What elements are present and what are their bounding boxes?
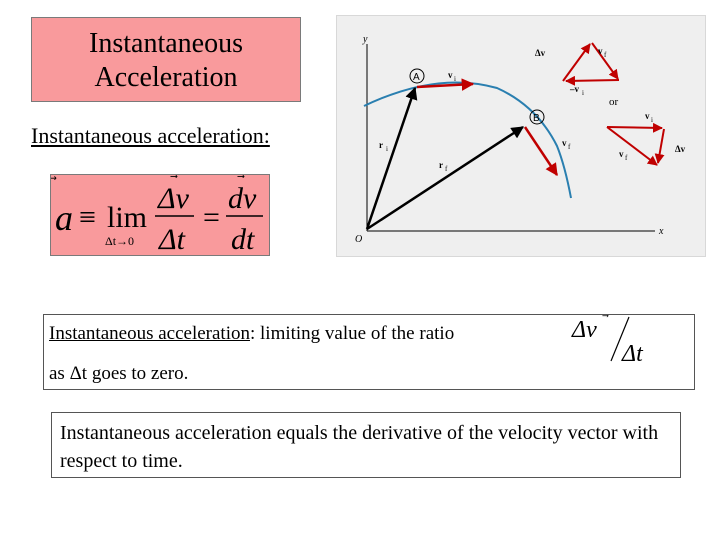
definition-term: Instantaneous acceleration <box>49 323 250 344</box>
tri1-neg-vi-label: –v <box>569 84 580 94</box>
tri1-vf-vector <box>591 42 619 80</box>
trajectory-curve <box>363 81 572 199</box>
vector-marker-d: ⃗ <box>237 175 245 179</box>
vector-marker-a: ⃗ <box>51 176 57 180</box>
tri2-dv-vector <box>654 128 665 164</box>
formula-equals: = <box>203 201 220 234</box>
rf-label: r <box>439 160 443 170</box>
definition-line-1: Instantaneous acceleration: limiting val… <box>49 323 454 345</box>
tri1-neg-vi-vector <box>565 75 620 86</box>
tri1-vf-label: v <box>598 46 603 56</box>
ri-vector <box>365 86 418 230</box>
diagram-svg: y x O r i r f v i v f A B Δv v f –v i or… <box>355 34 686 245</box>
ratio-svg: ⃗ Δv Δt <box>571 315 644 367</box>
or-label: or <box>609 96 619 108</box>
vector-marker-dv: ⃗ <box>170 175 178 179</box>
x-axis-label: x <box>658 226 664 237</box>
statement-text: Instantaneous acceleration equals the de… <box>60 422 659 472</box>
frac2-denominator: dt <box>231 223 255 256</box>
definition-rest: : limiting value of the ratio <box>249 323 455 344</box>
point-a-marker <box>409 68 425 84</box>
vi-label: v <box>448 70 453 80</box>
frac2-numerator: dv <box>228 182 257 215</box>
title-box: Instantaneous Acceleration <box>31 17 301 102</box>
origin-label: O <box>355 234 362 245</box>
ratio-slash <box>610 316 630 362</box>
point-b-label: B <box>533 113 540 124</box>
tri1-dv-label: Δv <box>535 48 546 58</box>
vi-vector <box>416 78 475 91</box>
tri2-dv-label: Δv <box>675 144 686 154</box>
tri2-vi-sub: i <box>651 116 653 124</box>
rf-sub: f <box>445 165 448 173</box>
title-line-1: Instantaneous <box>89 28 243 59</box>
tri1-vf-sub: f <box>604 51 607 59</box>
vf-vector <box>523 126 559 177</box>
acceleration-formula: ⃗ a ≡ lim Δt→0 ⃗ Δv Δt = ⃗ dv dt <box>50 174 270 256</box>
rf-vector <box>366 125 525 231</box>
ratio-denominator: Δt <box>621 341 644 367</box>
point-a-label: A <box>413 72 420 83</box>
ratio-vector-marker: ⃗ <box>602 315 609 318</box>
vf-label: v <box>562 138 567 148</box>
tri2-vi-label: v <box>645 111 650 121</box>
formula-lim: lim <box>107 201 147 234</box>
formula-limit-sub: Δt→0 <box>105 234 134 248</box>
formula-lhs: a <box>55 198 73 238</box>
title-line-2: Acceleration <box>94 62 238 93</box>
tri1-neg-vi-sub: i <box>582 89 584 97</box>
y-axis-label: y <box>362 34 368 45</box>
velocity-diagram: y x O r i r f v i v f A B Δv v f –v i or… <box>336 15 706 257</box>
definition-box: Instantaneous acceleration: limiting val… <box>43 314 695 390</box>
ratio-numerator: Δv <box>571 317 597 343</box>
formula-svg: ⃗ a ≡ lim Δt→0 ⃗ Δv Δt = ⃗ dv dt <box>51 175 263 256</box>
frac1-numerator: Δv <box>157 182 190 215</box>
formula-equiv: ≡ <box>79 201 96 234</box>
ri-sub: i <box>386 145 388 153</box>
ri-label: r <box>379 140 383 150</box>
vf-sub: f <box>568 143 571 151</box>
point-b-marker <box>529 109 545 125</box>
frac1-denominator: Δt <box>158 223 186 256</box>
subheading: Instantaneous acceleration: <box>31 123 270 148</box>
tri2-vf-label: v <box>619 149 624 159</box>
tri2-vf-sub: f <box>625 154 628 162</box>
statement-box: Instantaneous acceleration equals the de… <box>51 412 681 478</box>
tri2-vi-vector <box>606 122 663 133</box>
vi-sub: i <box>454 75 456 83</box>
tri2-vf-vector <box>606 126 658 166</box>
tri1-dv-vector <box>562 43 591 82</box>
definition-line-2: as Δt goes to zero. <box>49 363 189 384</box>
